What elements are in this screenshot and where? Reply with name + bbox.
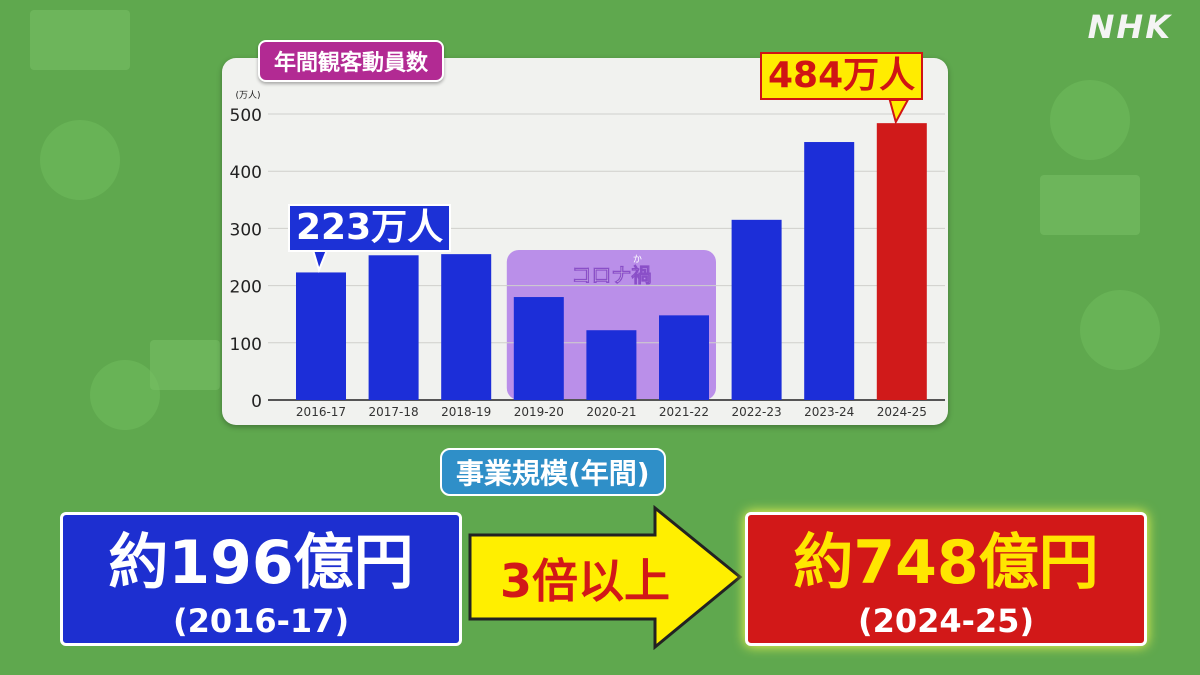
basketball-decoration <box>90 360 160 430</box>
before-period: (2016-17) <box>172 602 350 640</box>
bar <box>659 315 709 400</box>
callout-pointer <box>311 249 329 274</box>
covid-label: コロナ禍 <box>571 263 651 287</box>
after-box: 約748億円 (2024-25) <box>745 512 1147 646</box>
covid-ruby: か <box>633 254 642 265</box>
y-tick-label: 400 <box>230 163 262 183</box>
x-tick-label: 2024-25 <box>877 405 927 419</box>
x-tick-label: 2023-24 <box>804 405 854 419</box>
bar <box>876 123 927 400</box>
callout-pointer <box>888 99 910 125</box>
arrow-icon <box>468 505 743 650</box>
basketball-decoration <box>1080 290 1160 370</box>
x-tick-label: 2022-23 <box>732 405 782 419</box>
chart-title: 年間観客動員数 <box>258 40 445 82</box>
y-tick-label: 0 <box>251 392 262 412</box>
before-box: 約196億円 (2016-17) <box>60 512 462 646</box>
x-tick-label: 2018-19 <box>441 405 491 419</box>
first-value-callout: 223万人 <box>288 204 452 252</box>
basketball-decoration <box>1050 80 1130 160</box>
y-tick-label: 500 <box>230 106 262 126</box>
x-tick-label: 2017-18 <box>369 405 419 419</box>
nhk-logo: NHK <box>1087 8 1172 46</box>
y-tick-label: 300 <box>230 220 262 240</box>
before-amount: 約196億円 <box>108 528 414 598</box>
x-tick-label: 2016-17 <box>296 405 346 419</box>
x-tick-label: 2019-20 <box>514 405 564 419</box>
bar <box>586 330 637 400</box>
comparison-text: 3倍以上 <box>499 554 670 608</box>
backboard-decoration <box>1040 175 1140 235</box>
y-axis-unit: (万人) <box>235 90 260 101</box>
y-tick-label: 200 <box>230 278 262 298</box>
bar <box>804 142 855 400</box>
bar <box>731 219 782 400</box>
after-period: (2024-25) <box>857 602 1035 640</box>
backboard-decoration <box>150 340 220 390</box>
last-value-callout: 484万人 <box>760 52 924 100</box>
backboard-decoration <box>30 10 130 70</box>
bar <box>513 297 564 400</box>
section-label: 事業規模(年間) <box>440 448 666 496</box>
bar <box>441 254 492 400</box>
x-tick-label: 2020-21 <box>586 405 636 419</box>
bar <box>368 255 419 400</box>
basketball-decoration <box>40 120 120 200</box>
after-amount: 約748億円 <box>793 528 1099 598</box>
x-tick-label: 2021-22 <box>659 405 709 419</box>
y-tick-label: 100 <box>230 335 262 355</box>
bar <box>296 272 346 400</box>
